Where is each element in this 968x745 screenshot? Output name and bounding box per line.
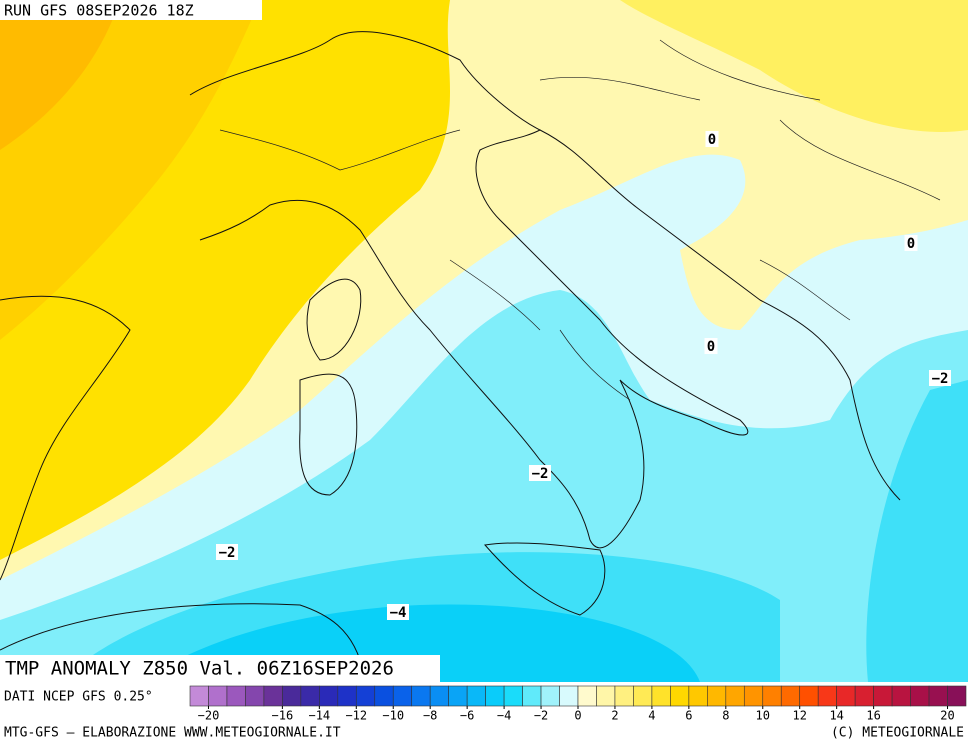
footer-right: (C) METEOGIORNALE [831,726,964,741]
colorbar-swatch [282,685,302,707]
contour-label: −2 [219,545,236,561]
contour-label-box [929,370,951,386]
colorbar-swatch [337,685,357,707]
coastlines [0,31,901,661]
contour-label-box [904,235,918,251]
colorbar-swatch [688,685,708,707]
sardinia [299,373,358,496]
colorbar-swatch [466,685,486,707]
colorbar-swatch [633,685,653,707]
colorbar-swatch [725,685,745,707]
colorbar-swatch [448,685,468,707]
colorbar-swatch [355,685,376,707]
contour-label-box [705,131,719,147]
contour-label: −4 [390,605,407,621]
contour-label: −2 [932,371,949,387]
colorbar-tick-label: 4 [648,709,655,723]
contour-label-box [529,465,551,481]
colorbar-swatch [928,685,948,707]
colorbar-tick-label: 20 [940,709,954,723]
colorbar-swatch [651,685,671,707]
colorbar-swatch [707,685,727,707]
colorbar-tick-label: 12 [792,709,806,723]
colorbar-swatch [836,685,856,707]
colorbar-swatch [614,685,634,707]
colorbar-swatch [891,685,911,707]
anomaly-fields [0,0,968,682]
contour-label: 0 [707,339,715,355]
borders [219,39,941,401]
colorbar-tick-label: 16 [866,709,880,723]
colorbar-swatch [429,685,449,707]
colorbar-tick-label: 10 [756,709,770,723]
contour-label-box [216,544,238,560]
colorbar: −20 −16 −14 −12 −10 −8 −6 −4 −2 0 2 4 6 8 10 12 14 16 20 [189,685,967,723]
colorbar-swatch [522,685,542,707]
colorbar-tick-label: −4 [497,709,511,723]
colorbar-swatch [947,685,967,707]
colorbar-swatch [208,685,228,707]
colorbar-tick-label: −8 [423,709,437,723]
colorbar-tick-label: 2 [611,709,618,723]
colorbar-swatch [374,685,394,707]
contour-labels: 0 0 0 −2 −2 −2 −4 [216,131,951,621]
colorbar-tick-label: −10 [382,709,404,723]
colorbar-swatch [263,685,283,707]
colorbar-swatch [189,685,209,707]
colorbar-swatch [577,685,597,707]
footer-left: MTG-GFS — ELABORAZIONE WWW.METEOGIORNALE… [4,726,341,741]
map-title: TMP ANOMALY Z850 Val. 06Z16SEP2026 [5,658,394,680]
contour-label-box [704,338,718,354]
colorbar-tick-label: 0 [574,709,581,723]
colorbar-swatch [411,685,431,707]
field-orange [0,0,120,150]
colorbar-swatch [392,685,413,707]
run-box [0,0,262,20]
colorbar-swatch [799,685,819,707]
contour-label: 0 [907,236,915,252]
colorbar-swatch [540,685,560,707]
colorbar-tick-label: −16 [272,709,294,723]
colorbar-tick-label: −12 [345,709,367,723]
colorbar-swatch [910,685,930,707]
colorbar-tick-label: −6 [460,709,474,723]
colorbar-swatch [596,685,616,707]
colorbar-swatch [226,685,246,707]
contour-label: 0 [708,132,716,148]
contour-label: −2 [532,466,549,482]
field-yellow-ne [620,0,968,132]
colorbar-tick-label: −2 [534,709,548,723]
colorbar-swatch [817,685,837,707]
colorbar-swatch [300,685,320,707]
colorbar-swatch [670,685,690,707]
colorbar-swatch [319,685,339,707]
colorbar-tick-label: −20 [198,709,220,723]
sicily [484,542,606,616]
colorbar-swatch [485,685,505,707]
colorbar-tick-label: 8 [722,709,729,723]
colorbar-swatch [743,685,764,707]
data-credit: DATI NCEP GFS 0.25° [4,690,153,705]
colorbar-swatch [762,685,782,707]
colorbar-swatch [245,685,265,707]
colorbar-tick-label: 6 [685,709,692,723]
corsica [306,278,362,361]
field-cyan-east [866,380,968,682]
colorbar-tick-label: −14 [308,709,330,723]
colorbar-swatch [503,685,523,707]
colorbar-swatch [780,685,801,707]
run-label: RUN GFS 08SEP2026 18Z [4,2,194,20]
colorbar-swatch [854,685,874,707]
colorbar-swatch [559,685,579,707]
title-box [0,655,440,683]
colorbar-tick-label: 14 [829,709,843,723]
contour-label-box [387,604,409,620]
colorbar-swatch [873,685,893,707]
